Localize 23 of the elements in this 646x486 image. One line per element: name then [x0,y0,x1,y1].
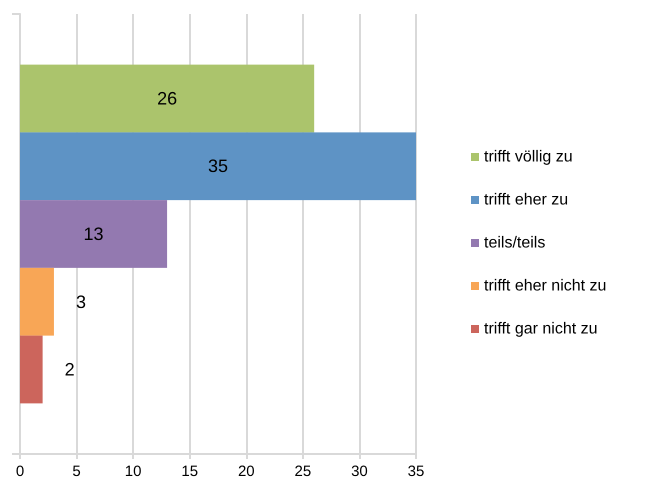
x-tick-label: 5 [72,463,81,480]
x-tick-label: 30 [351,463,368,480]
x-tick-label: 10 [124,463,142,480]
x-tick-label: 0 [16,463,24,480]
x-tick-label: 35 [408,463,424,480]
data-label: 13 [84,224,104,244]
bar [20,132,416,200]
x-tick-label: 25 [294,463,312,480]
data-label: 2 [64,360,75,380]
x-tick-label: 15 [181,463,198,480]
legend-label: trifft völlig zu [484,148,573,166]
bar [20,200,168,268]
data-label: 3 [76,292,86,312]
bar [20,64,314,132]
legend-label: trifft gar nicht zu [484,320,598,338]
legend-label: trifft eher nicht zu [484,278,606,294]
legend-label: trifft eher zu [484,192,568,208]
legend-label: teils/teils [484,234,546,252]
bar [20,268,54,336]
data-label: 35 [208,156,228,176]
bar [20,336,43,404]
x-tick-label: 20 [238,463,255,480]
data-label: 26 [157,88,178,108]
